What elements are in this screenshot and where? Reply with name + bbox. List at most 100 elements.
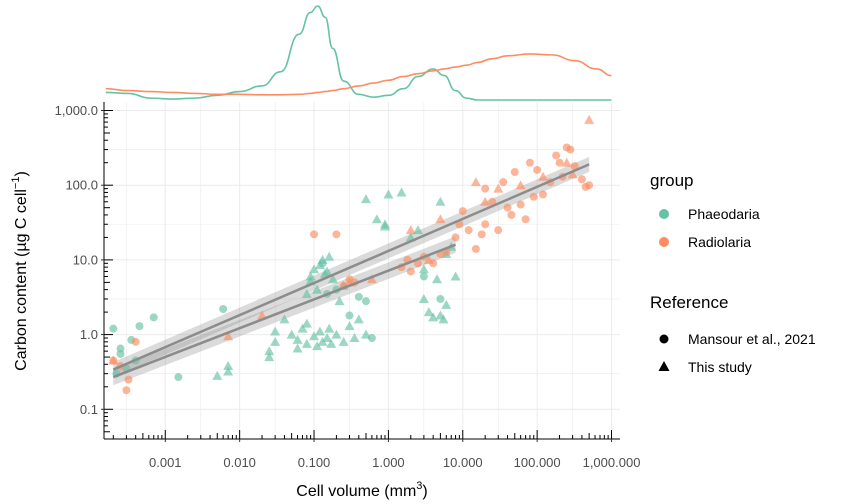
point-phaeodaria-this-study — [301, 338, 312, 348]
point-phaeodaria-this-study — [322, 333, 333, 343]
legend-mansour-label: Mansour et al., 2021 — [688, 331, 816, 347]
point-radiolaria-mansour — [516, 200, 525, 209]
point-phaeodaria-this-study — [412, 225, 423, 235]
point-radiolaria-mansour — [310, 230, 319, 239]
point-radiolaria-this-study — [366, 274, 377, 284]
point-phaeodaria-this-study — [223, 366, 234, 376]
point-radiolaria-mansour — [451, 233, 460, 242]
point-radiolaria-this-study — [470, 177, 481, 187]
point-phaeodaria-this-study — [435, 196, 446, 206]
x-tick-label: 100.000 — [514, 455, 561, 470]
point-phaeodaria-mansour — [109, 324, 118, 333]
legend-this-study-label: This study — [688, 359, 752, 375]
regression-lines — [112, 163, 590, 379]
point-radiolaria-mansour — [507, 210, 516, 219]
point-phaeodaria-this-study — [338, 336, 349, 346]
point-phaeodaria-this-study — [334, 296, 345, 306]
y-axis-title-text: Carbon content (µg C cell — [13, 189, 30, 371]
point-radiolaria-mansour — [525, 158, 534, 167]
point-phaeodaria-mansour — [345, 311, 354, 320]
point-phaeodaria-this-study — [312, 284, 323, 294]
point-phaeodaria-this-study — [297, 323, 308, 333]
density-curve-radiolaria — [105, 53, 612, 96]
point-radiolaria-mansour — [124, 375, 133, 384]
y-tick-label: 1.0 — [80, 327, 98, 342]
point-phaeodaria-this-study — [312, 341, 323, 351]
x-axis-title-text: Cell volume (mm — [296, 483, 416, 500]
x-tick-label: 10.000 — [443, 455, 483, 470]
point-phaeodaria-this-study — [418, 264, 429, 274]
point-radiolaria-this-study — [584, 114, 595, 124]
point-radiolaria-mansour — [510, 168, 519, 177]
point-phaeodaria-this-study — [305, 271, 316, 281]
point-radiolaria-mansour — [131, 337, 140, 346]
point-radiolaria-mansour — [488, 197, 497, 206]
point-phaeodaria-this-study — [301, 288, 312, 298]
x-axis-title-superscript: 3 — [416, 480, 422, 492]
point-phaeodaria-this-study — [264, 352, 275, 362]
legend: group Phaeodaria Radiolaria Reference Ma… — [650, 171, 816, 375]
point-phaeodaria-this-study — [212, 370, 223, 380]
point-phaeodaria-this-study — [223, 360, 234, 370]
point-phaeodaria-this-study — [286, 329, 297, 339]
point-radiolaria-mansour — [481, 184, 490, 193]
point-phaeodaria-this-study — [264, 346, 275, 356]
x-tick-label: 1,000.000 — [583, 455, 641, 470]
point-phaeodaria-this-study — [361, 194, 372, 204]
point-radiolaria-mansour — [406, 267, 415, 276]
point-phaeodaria-mansour — [362, 297, 371, 306]
point-radiolaria-this-study — [435, 214, 446, 224]
legend-radiolaria-label: Radiolaria — [688, 234, 751, 250]
regression-line — [112, 163, 590, 371]
legend-phaeodaria-label: Phaeodaria — [688, 206, 760, 222]
point-phaeodaria-this-study — [270, 326, 281, 336]
legend-triangle-marker — [658, 361, 670, 371]
point-radiolaria-this-study — [538, 171, 549, 181]
legend-reference-title: Reference — [650, 293, 728, 312]
point-phaeodaria-this-study — [270, 336, 281, 346]
point-phaeodaria-this-study — [353, 314, 364, 324]
point-radiolaria-mansour — [332, 230, 341, 239]
point-radiolaria-this-study — [561, 157, 572, 167]
point-radiolaria-this-study — [405, 225, 416, 235]
point-phaeodaria-mansour — [367, 334, 376, 343]
point-phaeodaria-this-study — [331, 329, 342, 339]
point-phaeodaria-this-study — [450, 271, 461, 281]
point-phaeodaria-this-study — [309, 331, 320, 341]
point-radiolaria-mansour — [494, 226, 503, 235]
point-phaeodaria-this-study — [344, 321, 355, 331]
point-radiolaria-mansour — [585, 181, 594, 190]
point-phaeodaria-this-study — [371, 214, 382, 224]
point-radiolaria-mansour — [552, 151, 561, 160]
point-phaeodaria-this-study — [361, 329, 372, 339]
point-phaeodaria-this-study — [314, 326, 325, 336]
plot-panel — [104, 102, 620, 439]
y-axis-title-end: ) — [13, 171, 30, 176]
point-phaeodaria-mansour — [116, 344, 125, 353]
point-phaeodaria-mansour — [135, 322, 144, 331]
point-radiolaria-mansour — [481, 220, 490, 229]
legend-circle-marker — [659, 334, 669, 344]
point-phaeodaria-mansour — [436, 294, 445, 303]
point-radiolaria-mansour — [539, 190, 548, 199]
axes: 0.001 0.010 0.100 1.000 10.000 100.000 1,000.0… — [55, 102, 641, 470]
point-radiolaria-this-study — [223, 331, 234, 341]
point-phaeodaria-this-study — [301, 318, 312, 328]
x-tick-label: 0.100 — [298, 455, 331, 470]
point-radiolaria-mansour — [566, 145, 575, 154]
point-radiolaria-mansour — [477, 230, 486, 239]
point-radiolaria-mansour — [464, 226, 473, 235]
x-tick-label: 0.010 — [223, 455, 256, 470]
x-tick-label: 1.000 — [372, 455, 405, 470]
legend-radiolaria-swatch — [659, 237, 669, 247]
point-phaeodaria-mansour — [354, 292, 363, 301]
point-radiolaria-mansour — [471, 244, 480, 253]
point-radiolaria-mansour — [529, 192, 538, 201]
point-radiolaria-mansour — [499, 178, 508, 187]
point-radiolaria-this-study — [493, 183, 504, 193]
point-radiolaria-this-study — [423, 254, 434, 264]
x-tick-label: 0.001 — [149, 455, 182, 470]
point-radiolaria-this-study — [515, 180, 526, 190]
point-phaeodaria-this-study — [322, 266, 333, 276]
point-phaeodaria-this-study — [349, 333, 360, 343]
